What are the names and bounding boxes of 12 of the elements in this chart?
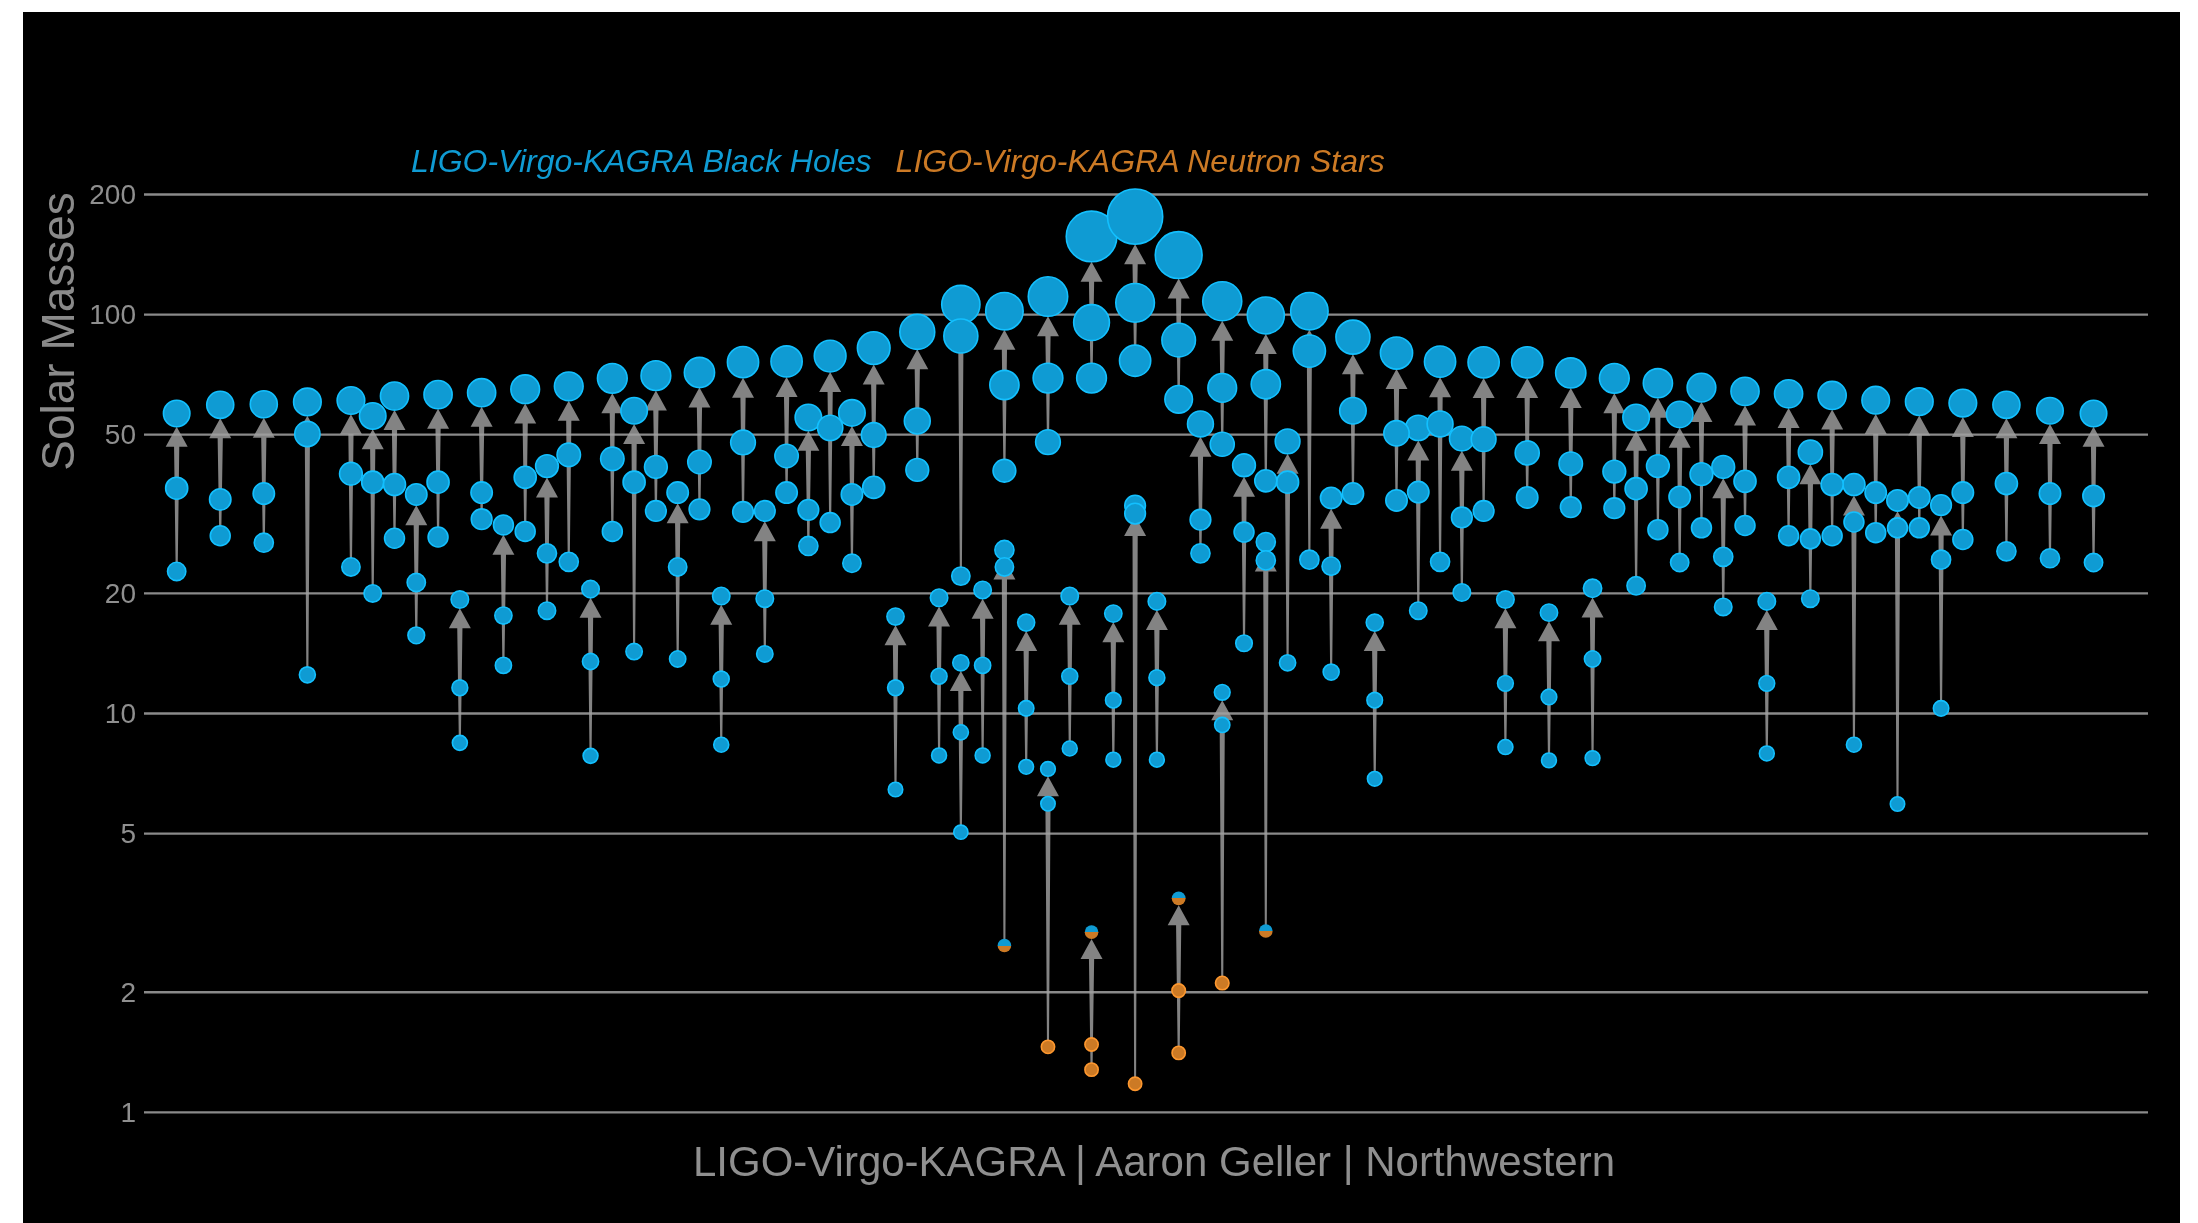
text: LIGO-Virgo-KAGRA Black Holes [411,143,872,179]
text: LIGO-Virgo-KAGRA | Aaron Geller | Northwestern [692,1137,1616,1185]
y-tick-label: 200 [89,178,136,210]
y-tick-label: 50 [104,419,136,451]
y-tick-label: 5 [120,818,136,850]
y-tick-label: 20 [104,577,136,609]
y-tick-label: 2 [120,976,136,1008]
y-tick-label: 10 [104,697,136,729]
y-tick-label: 1 [120,1096,136,1128]
y-tick-label: 100 [89,299,136,331]
text: LIGO-Virgo-KAGRA Neutron Stars [895,143,1385,179]
y-axis-title: Solar Masses [32,192,84,471]
